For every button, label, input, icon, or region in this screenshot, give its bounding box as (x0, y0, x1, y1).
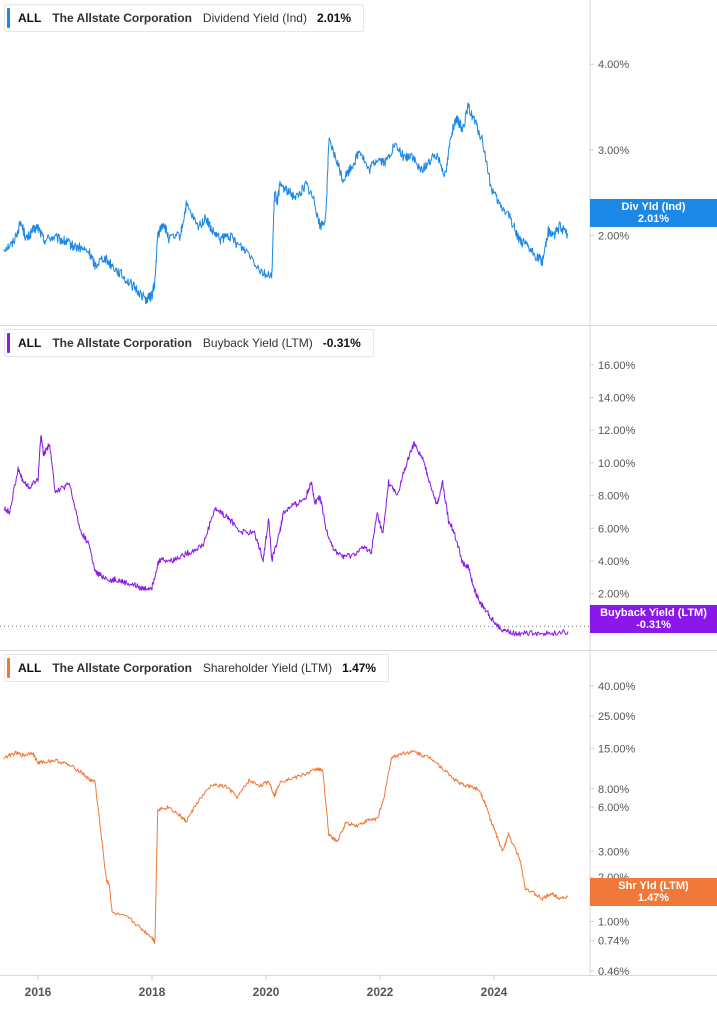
y-tick-label: 0.46% (598, 966, 629, 978)
panel-2-badge-label: Buyback Yield (LTM) (600, 607, 707, 619)
y-tick-label: 2.00% (598, 230, 629, 242)
panel-3-ticker: ALL (18, 661, 42, 675)
panel-3-legend[interactable]: ALL The Allstate Corporation Shareholder… (4, 654, 390, 682)
panel-1-badge-value: 2.01% (637, 213, 670, 225)
y-tick-label: 8.00% (598, 784, 629, 796)
series-line-panel-3 (3, 749, 569, 945)
panel-1-color-swatch (7, 8, 10, 28)
y-tick-label: 6.00% (598, 523, 629, 535)
panel-1-value-badge: Div Yld (Ind) 2.01% (590, 199, 717, 227)
panel-2-metric: Buyback Yield (LTM) (202, 336, 313, 350)
x-tick-label: 2024 (481, 985, 508, 999)
panel-2-value: -0.31% (322, 336, 361, 350)
x-tick-label: 2018 (139, 985, 166, 999)
y-tick-label: 40.00% (598, 681, 636, 693)
y-tick-label: 2.00% (598, 589, 629, 601)
y-tick-label: 0.74% (598, 936, 629, 948)
panel-1-badge-label: Div Yld (Ind) (621, 201, 686, 213)
panel-3-badge-label: Shr Yld (LTM) (618, 880, 689, 892)
panel-1-value: 2.01% (316, 11, 351, 25)
panel-3-company: The Allstate Corporation (52, 661, 192, 675)
y-tick-label: 1.00% (598, 916, 629, 928)
series-line-panel-2 (3, 435, 569, 637)
panel-3-value: 1.47% (342, 661, 377, 675)
y-tick-label: 12.00% (598, 425, 636, 437)
panel-3-value-badge: Shr Yld (LTM) 1.47% (590, 878, 717, 906)
y-tick-label: 15.00% (598, 744, 636, 756)
panel-2-badge-value: -0.31% (636, 619, 671, 631)
y-tick-label: 3.00% (598, 846, 629, 858)
x-tick-label: 2020 (253, 985, 280, 999)
panel-1-company: The Allstate Corporation (52, 11, 192, 25)
panel-2-color-swatch (7, 333, 10, 353)
panel-2-company: The Allstate Corporation (52, 336, 192, 350)
panel-2-ticker: ALL (18, 336, 42, 350)
panel-2-value-badge: Buyback Yield (LTM) -0.31% (590, 605, 717, 633)
series-line-panel-1 (3, 102, 569, 305)
panel-1-ticker: ALL (18, 11, 42, 25)
panel-3-badge-value: 1.47% (637, 892, 670, 904)
x-tick-label: 2022 (367, 985, 394, 999)
y-tick-label: 3.00% (598, 145, 629, 157)
y-tick-label: 4.00% (598, 556, 629, 568)
y-tick-label: 8.00% (598, 491, 629, 503)
y-tick-label: 25.00% (598, 711, 636, 723)
x-tick-label: 2016 (25, 985, 52, 999)
y-tick-label: 16.00% (598, 360, 636, 372)
panel-1-metric: Dividend Yield (Ind) (202, 11, 307, 25)
y-tick-label: 14.00% (598, 393, 636, 405)
panel-2-legend[interactable]: ALL The Allstate Corporation Buyback Yie… (4, 329, 374, 357)
panel-3-metric: Shareholder Yield (LTM) (202, 661, 333, 675)
y-tick-label: 4.00% (598, 59, 629, 71)
panel-3-color-swatch (7, 658, 10, 678)
y-tick-label: 6.00% (598, 802, 629, 814)
y-tick-label: 10.00% (598, 458, 636, 470)
panel-1-legend[interactable]: ALL The Allstate Corporation Dividend Yi… (4, 4, 364, 32)
